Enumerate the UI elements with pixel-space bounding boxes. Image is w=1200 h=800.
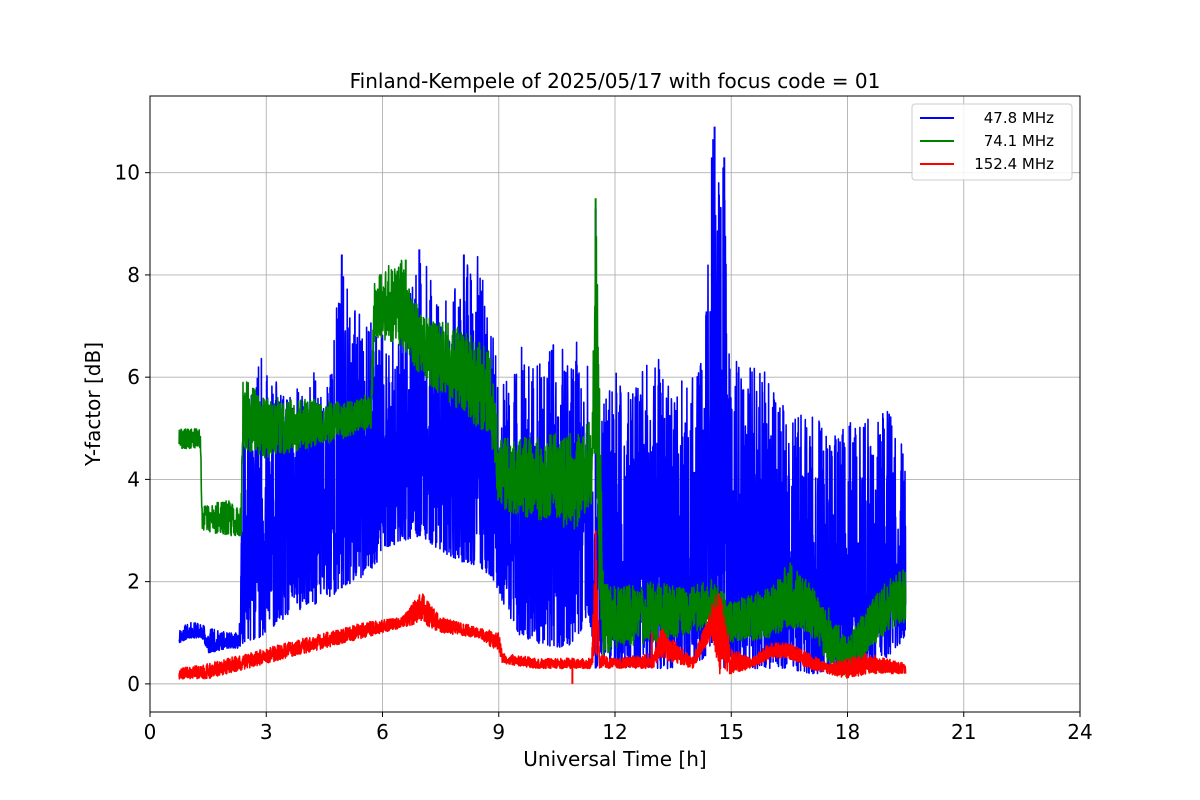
x-tick-label: 0	[144, 720, 157, 744]
y-tick-label: 4	[127, 467, 140, 491]
y-tick-label: 10	[115, 161, 140, 185]
x-tick-label: 6	[376, 720, 389, 744]
y-axis-label: Y-factor [dB]	[81, 342, 105, 467]
x-axis-label: Universal Time [h]	[523, 747, 706, 771]
y-tick-label: 8	[127, 263, 140, 287]
legend: 47.8 MHz 74.1 MHz 152.4 MHz	[911, 103, 1073, 181]
x-tick-label: 15	[719, 720, 744, 744]
x-tick-label: 24	[1067, 720, 1092, 744]
legend-label: 47.8 MHz	[984, 109, 1054, 127]
legend-label: 152.4 MHz	[974, 155, 1054, 173]
legend-label: 74.1 MHz	[984, 132, 1054, 150]
x-tick-label: 9	[492, 720, 505, 744]
y-tick-label: 0	[127, 672, 140, 696]
series-line	[178, 559, 907, 680]
x-tick-label: 3	[260, 720, 273, 744]
y-tick-label: 2	[127, 570, 140, 594]
x-tick-label: 18	[835, 720, 860, 744]
x-tick-label: 21	[951, 720, 976, 744]
chart-title: Finland-Kempele of 2025/05/17 with focus…	[350, 69, 881, 93]
x-tick-label: 12	[602, 720, 627, 744]
legend-box	[911, 103, 1073, 181]
series-line	[178, 235, 907, 678]
series-layer	[178, 126, 907, 684]
y-tick-label: 6	[127, 365, 140, 389]
series-line	[178, 139, 907, 675]
